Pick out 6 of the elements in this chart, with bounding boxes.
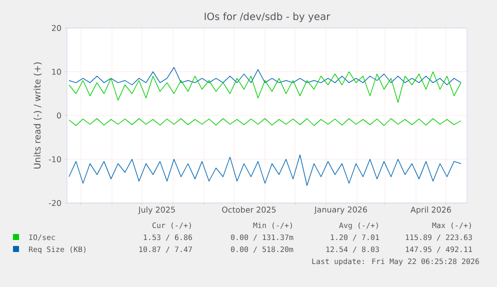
line-series <box>68 67 462 86</box>
line-series <box>68 71 462 103</box>
line-series <box>68 118 462 126</box>
chart-title: IOs for /dev/sdb - by year <box>204 12 330 22</box>
y-axis-title: Units read (-) / write (+) <box>34 62 42 169</box>
line-series <box>68 154 462 186</box>
